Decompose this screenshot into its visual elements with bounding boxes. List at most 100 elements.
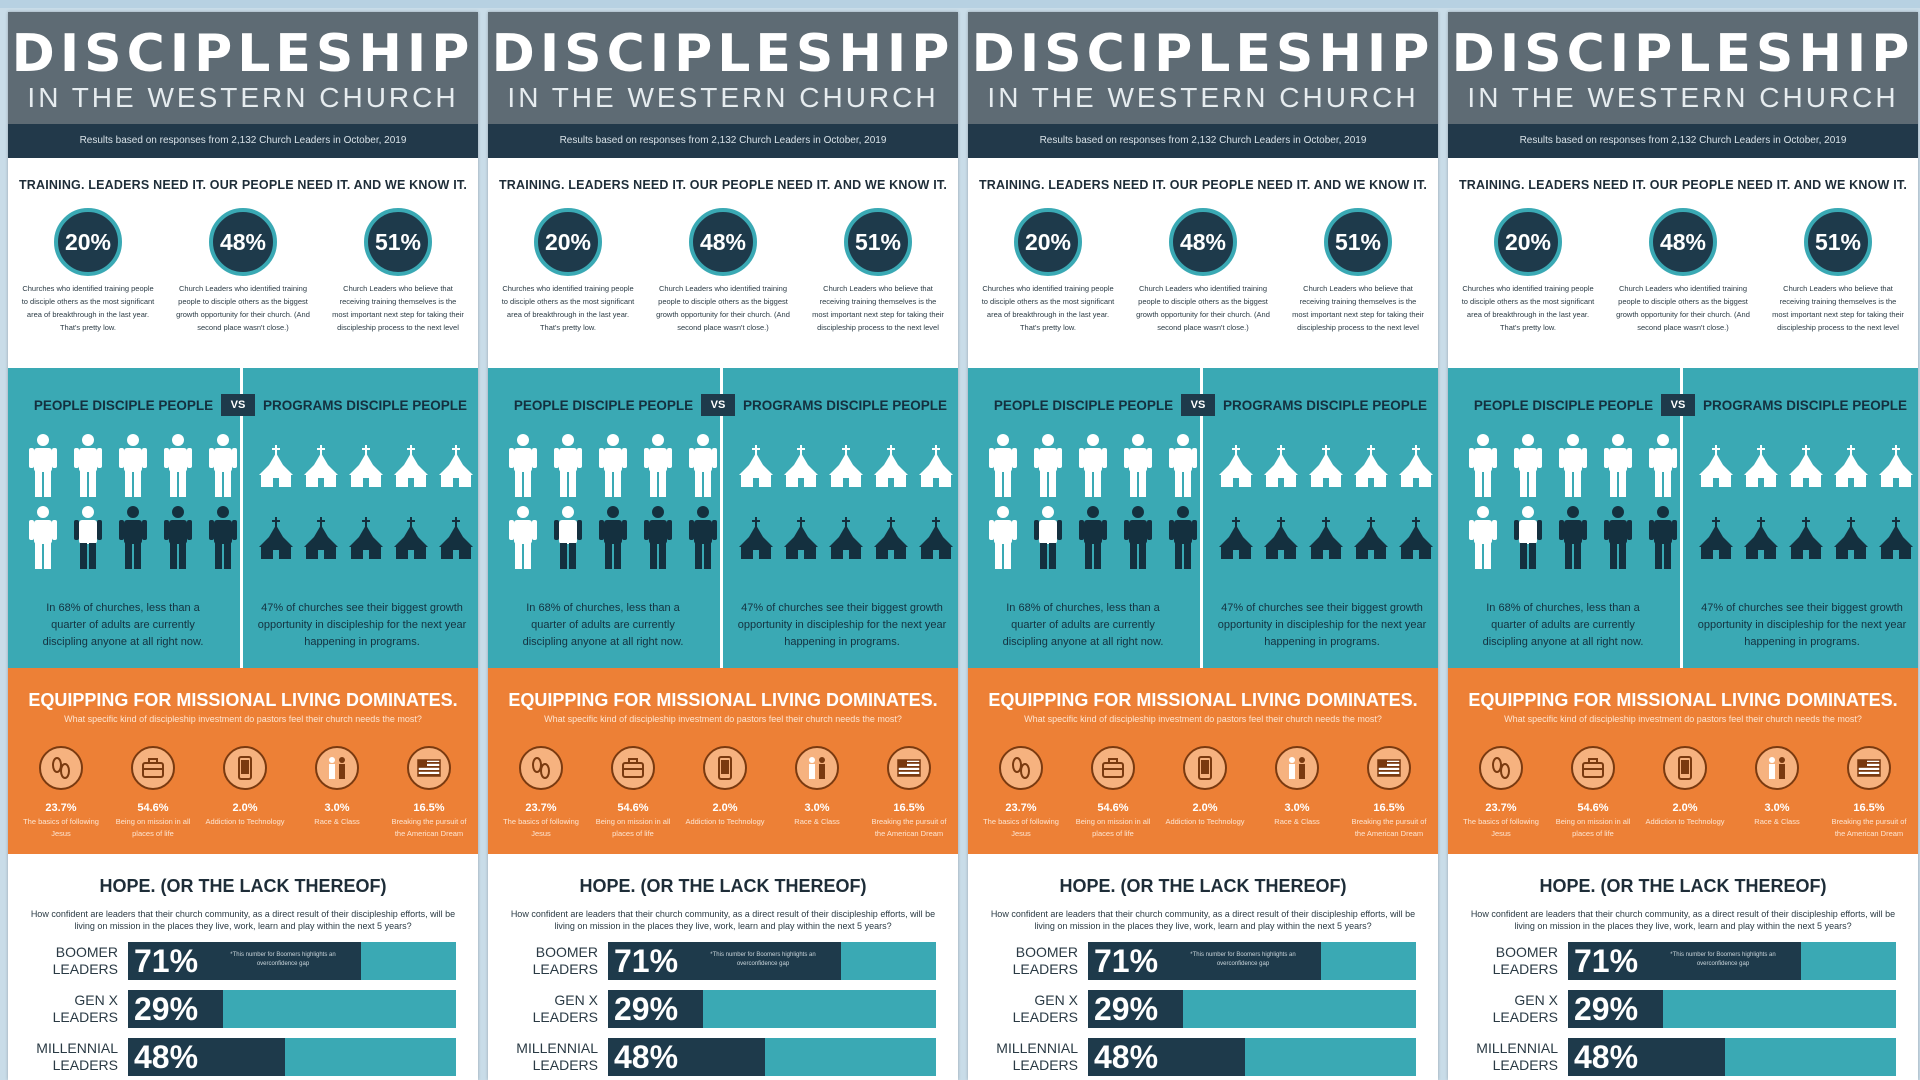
hope-question: How confident are leaders that their chu… <box>1470 909 1896 931</box>
equipping-subheading: What specific kind of discipleship inves… <box>1024 714 1382 724</box>
stat-description: Church Leaders who identified training p… <box>176 284 310 332</box>
section-divider <box>1200 368 1203 668</box>
person-icon <box>635 430 680 502</box>
stat-circle: 51% <box>1324 208 1392 276</box>
church-icon <box>823 430 868 502</box>
equipping-label: Addiction to Technology <box>1645 817 1725 826</box>
hope-bar-row: GEN X LEADERS 29% <box>488 990 958 1030</box>
training-heading: TRAINING. LEADERS NEED IT. OUR PEOPLE NE… <box>18 178 468 192</box>
equipping-heading: EQUIPPING FOR MISSIONAL LIVING DOMINATES… <box>28 690 458 710</box>
equipping-label: Addiction to Technology <box>685 817 765 826</box>
bar-fill: 29% <box>128 990 223 1028</box>
person-icon <box>20 502 65 574</box>
bar-fill: 48% <box>608 1038 765 1076</box>
equipping-label: Being on mission in all places of life <box>1555 817 1631 838</box>
stat-circle: 51% <box>1804 208 1872 276</box>
people-vs-programs-section: PEOPLE DISCIPLE PEOPLE VS PROGRAMS DISCI… <box>968 368 1438 668</box>
race-class-icon <box>1755 746 1799 790</box>
church-icon <box>388 502 433 574</box>
bar-fill: 29% <box>1568 990 1663 1028</box>
training-stat: 48% Church Leaders who identified traini… <box>1128 208 1278 334</box>
person-icon <box>980 430 1025 502</box>
training-stat: 48% Church Leaders who identified traini… <box>168 208 318 334</box>
race-class-icon <box>795 746 839 790</box>
equipping-section: EQUIPPING FOR MISSIONAL LIVING DOMINATES… <box>488 668 958 854</box>
equipping-label: Race & Class <box>1754 817 1800 826</box>
training-stat: 20% Churches who identified training peo… <box>973 208 1123 334</box>
equipping-percent: 54.6% <box>137 802 169 814</box>
hope-bar-row: MILLENNIAL LEADERS 48% <box>488 1038 958 1078</box>
equipping-item: 54.6% Being on mission in all places of l… <box>586 746 680 840</box>
church-icon <box>868 502 913 574</box>
training-heading: TRAINING. LEADERS NEED IT. OUR PEOPLE NE… <box>498 178 948 192</box>
church-icon <box>1738 430 1783 502</box>
church-icon <box>1873 430 1918 502</box>
equipping-percent: 3.0% <box>1764 802 1790 814</box>
equipping-subheading: What specific kind of discipleship inves… <box>64 714 422 724</box>
church-icon <box>1783 502 1828 574</box>
equipping-label: Addiction to Technology <box>205 817 285 826</box>
equipping-section: EQUIPPING FOR MISSIONAL LIVING DOMINATES… <box>968 668 1438 854</box>
bar-fill: 48% <box>128 1038 285 1076</box>
bar-track: 71% *This number for Boomers highlights a… <box>1568 942 1896 980</box>
bar-fill: 48% <box>1088 1038 1245 1076</box>
stat-description: Church Leaders who believe that receivin… <box>1292 284 1424 332</box>
church-icon <box>298 430 343 502</box>
church-icon <box>343 430 388 502</box>
hope-heading: HOPE. (OR THE LACK THEREOF) <box>99 876 387 896</box>
church-icon <box>913 430 958 502</box>
training-stat: 48% Church Leaders who identified traini… <box>1608 208 1758 334</box>
stat-description: Churches who identified training people … <box>981 284 1115 332</box>
equipping-label: The basics of following Jesus <box>983 817 1059 838</box>
person-icon <box>545 502 590 574</box>
page-subtitle: IN THE WESTERN CHURCH <box>987 82 1419 113</box>
bar-track: 29% <box>1568 990 1896 1028</box>
person-icon <box>1460 430 1505 502</box>
bar-fill: 29% <box>1088 990 1183 1028</box>
bar-fill: 71% *This number for Boomers highlights a… <box>1568 942 1801 980</box>
people-heading: PEOPLE DISCIPLE PEOPLE <box>993 398 1174 413</box>
church-icon <box>253 430 298 502</box>
programs-heading: PROGRAMS DISCIPLE PEOPLE <box>1702 398 1908 413</box>
bar-fill: 71% *This number for Boomers highlights a… <box>1088 942 1321 980</box>
equipping-percent: 23.7% <box>45 802 77 814</box>
page-subtitle: IN THE WESTERN CHURCH <box>507 82 939 113</box>
church-icon <box>298 502 343 574</box>
stat-description: Church Leaders who identified training p… <box>656 284 790 332</box>
church-icon <box>1828 502 1873 574</box>
page-subtitle: IN THE WESTERN CHURCH <box>1467 82 1899 113</box>
results-bar: Results based on responses from 2,132 Ch… <box>968 124 1438 158</box>
equipping-item: 23.7% The basics of following Jesus <box>14 746 108 840</box>
bar-label: MILLENNIAL LEADERS <box>1476 1040 1558 1073</box>
hope-heading: HOPE. (OR THE LACK THEREOF) <box>579 876 867 896</box>
bar-track: 29% <box>1088 990 1416 1028</box>
results-note: Results based on responses from 2,132 Ch… <box>79 135 407 146</box>
equipping-subheading: What specific kind of discipleship inves… <box>544 714 902 724</box>
stat-description: Church Leaders who identified training p… <box>1136 284 1270 332</box>
church-icon <box>1303 502 1348 574</box>
people-caption: In 68% of churches, less than a quarter … <box>42 602 204 648</box>
bar-label: GEN X LEADERS <box>532 992 598 1025</box>
person-icon <box>590 430 635 502</box>
bar-value: 29% <box>1574 991 1639 1027</box>
infographic-page: DISCIPLESHIP IN THE WESTERN CHURCH Resul… <box>1448 12 1918 1080</box>
hope-heading: HOPE. (OR THE LACK THEREOF) <box>1539 876 1827 896</box>
person-icon <box>110 430 155 502</box>
equipping-percent: 3.0% <box>1284 802 1310 814</box>
stat-circle: 51% <box>844 208 912 276</box>
person-icon <box>1595 502 1640 574</box>
equipping-item: 2.0% Addiction to Technology <box>678 746 772 828</box>
bar-track: 29% <box>128 990 456 1028</box>
hope-bar-row: GEN X LEADERS 29% <box>1448 990 1918 1030</box>
equipping-label: Race & Class <box>314 817 360 826</box>
bar-value: 71% <box>1574 943 1639 979</box>
equipping-subheading: What specific kind of discipleship inves… <box>1504 714 1862 724</box>
church-icon <box>733 430 778 502</box>
training-stat: 51% Church Leaders who believe that rece… <box>803 208 953 334</box>
church-icon-grid <box>733 430 958 574</box>
person-icon <box>1070 502 1115 574</box>
section-divider <box>240 368 243 668</box>
church-icon <box>433 430 478 502</box>
church-icon <box>433 502 478 574</box>
infographic-page: DISCIPLESHIP IN THE WESTERN CHURCH Resul… <box>8 12 478 1080</box>
